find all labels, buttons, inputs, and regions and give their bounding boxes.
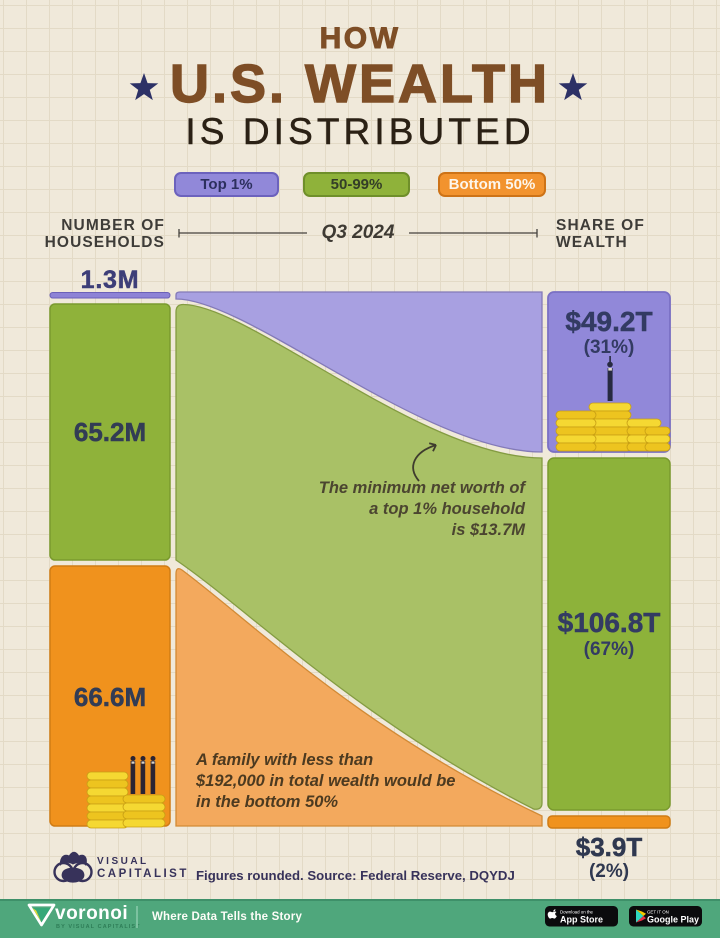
svg-text:Download on the: Download on the <box>560 910 594 915</box>
svg-text:Google Play: Google Play <box>647 915 699 925</box>
svg-text:GET IT ON: GET IT ON <box>647 910 669 915</box>
svg-text:App Store: App Store <box>560 915 603 925</box>
